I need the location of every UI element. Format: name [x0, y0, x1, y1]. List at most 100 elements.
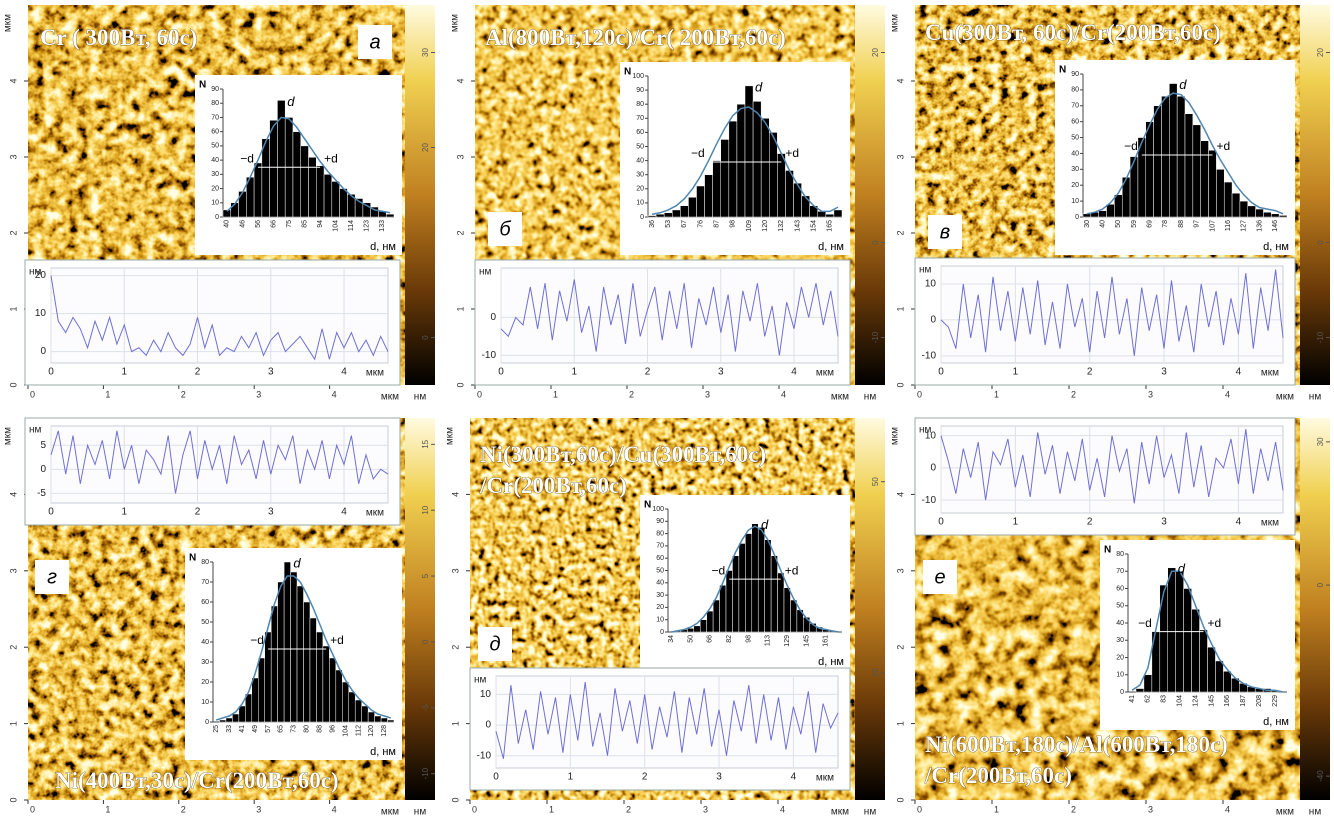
x-tick-label: 94: [317, 220, 324, 228]
x-tick-label: 96: [329, 725, 336, 733]
y-tick-label: 70: [201, 579, 209, 586]
bar: [757, 527, 765, 633]
x-tick-label: 88: [1178, 220, 1185, 228]
y-tick-label: 3: [8, 568, 18, 573]
y-tick-label: 20: [211, 185, 219, 192]
colorbar: [1300, 418, 1330, 800]
profile-line: [500, 279, 839, 356]
x-axis-label: мкм: [381, 392, 399, 403]
y-tick-label: 1: [450, 721, 460, 726]
bar: [283, 561, 291, 723]
x-tick-label: 0: [498, 367, 504, 378]
y-tick-label: 4: [895, 492, 905, 497]
x-tick-label: 34: [668, 635, 675, 643]
x-tick-label: 3: [703, 804, 708, 814]
x-tick-label: 97: [1194, 220, 1201, 228]
y-tick-label: 90: [1071, 71, 1079, 78]
annotation: +d: [1208, 616, 1222, 630]
y-axis-label: нм: [919, 425, 932, 436]
x-tick-label: 0: [48, 367, 54, 378]
annotation: d: [761, 517, 769, 532]
y-tick-label: -10: [482, 350, 497, 361]
y-axis-label: N: [624, 67, 631, 78]
colorbar-tick-label: 20: [421, 143, 430, 152]
y-axis-label: N: [189, 553, 196, 564]
bar: [720, 139, 730, 218]
bar: [699, 619, 707, 633]
y-tick-label: 10: [636, 200, 644, 207]
bar: [380, 717, 388, 723]
bar: [770, 555, 778, 633]
x-tick-label: 0: [48, 507, 54, 518]
annotation: −d: [250, 633, 264, 647]
bar: [647, 215, 657, 218]
fit-curve: [215, 575, 392, 721]
bar: [1082, 213, 1092, 218]
y-tick-label: 10: [211, 200, 219, 207]
colorbar: [1300, 5, 1330, 385]
x-tick-label: 2: [1071, 804, 1076, 814]
bar: [696, 185, 705, 218]
y-tick-label: 3: [455, 154, 465, 159]
bar: [738, 543, 746, 633]
y-tick-label: 50: [201, 619, 209, 626]
panel-label: в: [940, 221, 950, 243]
x-tick-label: 145: [1208, 695, 1215, 707]
y-tick-label: 1: [8, 306, 18, 311]
x-tick-label: 98: [745, 635, 752, 643]
annotation: +d: [324, 151, 338, 165]
bar: [688, 197, 697, 218]
bar: [264, 631, 272, 723]
y-tick-label: 0: [930, 315, 936, 326]
x-tick-label: 2: [195, 367, 201, 378]
x-tick-label: 116: [1225, 220, 1232, 231]
x-tick-label: 120: [368, 725, 375, 737]
bar: [1167, 567, 1176, 693]
x-tick-label: 2: [626, 804, 631, 814]
y-tick-label: 30: [201, 659, 209, 666]
x-tick-label: 76: [697, 220, 704, 228]
panel-title: Al(800Вт,120с)/Cr( 200Вт,60с): [485, 25, 786, 50]
bar: [329, 657, 337, 723]
y-axis-label: мкм: [890, 427, 901, 445]
bar: [1216, 169, 1225, 218]
colorbar: [855, 418, 885, 800]
bar: [1199, 629, 1208, 693]
x-tick-label: 165: [827, 220, 834, 232]
y-tick-label: 20: [1116, 654, 1124, 661]
x-tick-label: 2: [195, 507, 201, 518]
y-tick-label: 4: [8, 492, 18, 497]
panel-label-box: [478, 627, 512, 661]
y-tick-label: 40: [636, 157, 644, 164]
colorbar-tick-label: 30: [1316, 437, 1325, 446]
y-tick-label: 80: [211, 100, 219, 107]
fit-curve: [671, 525, 839, 633]
bar: [1145, 121, 1154, 218]
x-tick-label: 2: [645, 367, 651, 378]
y-tick-label: 4: [8, 78, 18, 83]
y-tick-label: 0: [8, 797, 18, 802]
colorbar-tick-label: -10: [421, 767, 430, 779]
bar: [732, 555, 740, 633]
annotation: +d: [330, 633, 344, 647]
y-tick-label: 70: [636, 115, 644, 122]
y-tick-label: 30: [211, 171, 219, 178]
y-tick-label: 2: [455, 230, 465, 235]
y-axis-label: мкм: [890, 14, 901, 32]
bar: [1223, 181, 1233, 218]
y-tick-label: 90: [636, 87, 644, 94]
y-tick-label: 90: [211, 86, 219, 93]
y-tick-label: 60: [201, 599, 209, 606]
fit-curve: [226, 116, 391, 214]
x-tick-label: 154: [811, 220, 818, 232]
bar: [385, 213, 395, 218]
y-tick-label: 3: [450, 568, 460, 573]
y-tick-label: 80: [201, 559, 209, 566]
bar: [251, 677, 259, 723]
bar: [342, 681, 349, 723]
x-tick-label: 2: [1087, 517, 1093, 528]
annotation: d: [1178, 561, 1186, 576]
colorbar: [405, 418, 435, 800]
bar: [1215, 660, 1224, 693]
